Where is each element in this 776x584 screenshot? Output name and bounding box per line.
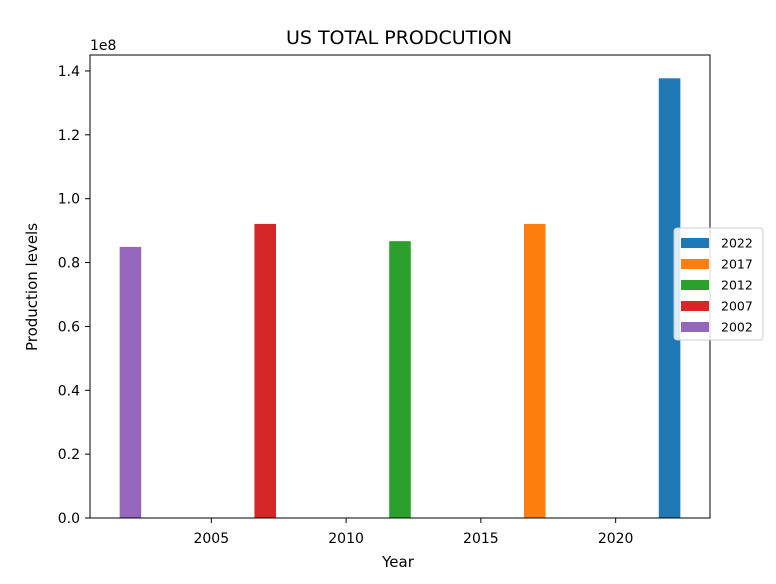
legend-label-2017: 2017	[721, 257, 753, 272]
legend-label-2002: 2002	[721, 320, 753, 335]
y-tick-label: 0.0	[58, 511, 80, 527]
legend-label-2007: 2007	[721, 299, 753, 314]
legend-label-2012: 2012	[721, 278, 753, 293]
legend-swatch-2012	[681, 280, 709, 290]
y-tick-label: 0.6	[58, 319, 80, 335]
y-tick-label: 0.4	[58, 383, 80, 399]
y-tick-label: 1.2	[58, 128, 80, 144]
y-tick-label: 0.8	[58, 256, 80, 272]
x-axis-label: Year	[381, 553, 415, 571]
x-tick-label: 2010	[328, 531, 364, 547]
bars-group	[119, 78, 681, 519]
x-tick-label: 2020	[598, 531, 634, 547]
y-tick-label: 0.2	[58, 447, 80, 463]
bar-2002	[119, 246, 142, 518]
bar-2017	[524, 223, 546, 519]
legend-swatch-2002	[681, 322, 709, 332]
x-axis: 2005 2010 2015 2020	[193, 518, 633, 547]
legend-label-2022: 2022	[721, 236, 753, 251]
y-axis: 0.0 0.2 0.4 0.6 0.8 1.0 1.2 1.4	[58, 64, 90, 527]
y-tick-label: 1.4	[58, 64, 80, 80]
legend-swatch-2017	[681, 259, 709, 269]
bar-2012	[389, 241, 411, 518]
chart-title: US TOTAL PRODCUTION	[286, 27, 512, 49]
bar-2022	[658, 78, 681, 518]
y-axis-label: Production levels	[23, 223, 41, 351]
y-axis-offset-label: 1e8	[90, 38, 116, 54]
x-tick-label: 2005	[193, 531, 229, 547]
bar-2007	[254, 223, 276, 519]
x-tick-label: 2015	[463, 531, 499, 547]
legend-swatch-2007	[681, 301, 709, 311]
legend-frame	[673, 227, 764, 341]
y-tick-label: 1.0	[58, 192, 80, 208]
legend-swatch-2022	[681, 238, 709, 248]
legend: 2022 2017 2012 2007 2002	[673, 227, 764, 341]
